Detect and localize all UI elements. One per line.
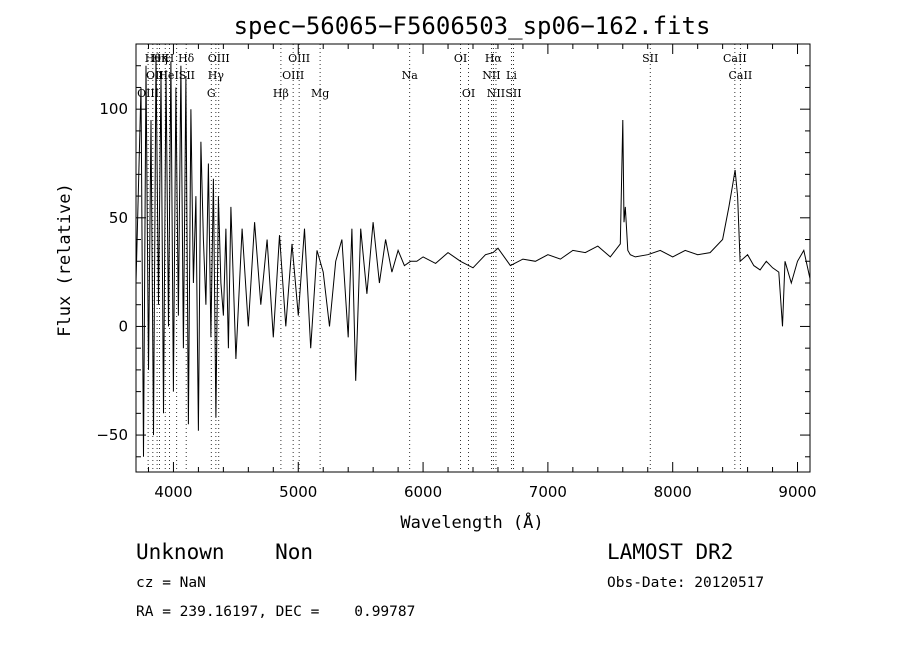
spectral-line-label: Hδ	[178, 52, 195, 65]
spectral-line-label: Na	[402, 69, 419, 82]
y-tick-label: −50	[96, 426, 128, 444]
spectral-line-label: OIII	[208, 52, 230, 65]
y-tick-label: 100	[99, 100, 128, 118]
spectral-line-label: Hβ	[273, 87, 289, 100]
x-tick-label: 4000	[154, 483, 192, 501]
y-axis-label: Flux (relative)	[55, 183, 75, 337]
axis-ticks	[136, 43, 810, 472]
spectral-line-label: Mg	[311, 87, 329, 100]
spectral-line-label: OIII	[288, 52, 310, 65]
x-tick-labels: 4000 5000 6000 7000 8000 9000	[154, 483, 816, 501]
spectral-line-label: K	[161, 52, 170, 65]
spectrum-line	[135, 54, 811, 457]
spectral-line-labels: OIIIHθOIIIHηKHHeISIIHδGHγOIIIHβOIIIOIIIM…	[137, 52, 752, 100]
obs-date-text: Obs-Date: 20120517	[607, 575, 765, 591]
cz-text: cz = NaN	[136, 575, 206, 591]
x-tick-label: 7000	[529, 483, 567, 501]
spectral-line-markers	[147, 44, 741, 472]
y-tick-label: 0	[118, 317, 128, 335]
spectral-line-label: Hθ	[145, 52, 162, 65]
spectral-line-label: NII	[482, 69, 500, 82]
y-tick-label: 50	[109, 209, 128, 227]
x-tick-label: 5000	[279, 483, 317, 501]
chart-title: spec−56065−F5606503_sp06−162.fits	[234, 12, 711, 40]
spectral-line-label: HeISII	[158, 69, 195, 82]
spectral-line-label: SII	[642, 52, 658, 65]
spectral-line-label: OIII	[137, 87, 159, 100]
spectral-line-label: CaII	[729, 69, 753, 82]
spectral-line-label: Hα	[485, 52, 503, 65]
class-text: Unknown Non	[136, 540, 314, 564]
spectral-line-label: OIII	[146, 69, 168, 82]
spectral-line-label: SII	[505, 87, 521, 100]
spectral-line-label: Li	[506, 69, 517, 82]
spectral-line-label: OI	[462, 87, 475, 100]
x-tick-label: 9000	[778, 483, 816, 501]
x-tick-label: 6000	[404, 483, 442, 501]
survey-text: LAMOST DR2	[607, 540, 734, 564]
spectral-line-label: Hγ	[208, 69, 225, 82]
spectral-line-label: OI	[454, 52, 467, 65]
spectral-line-label: NII	[487, 87, 505, 100]
spectral-line-label: CaII	[723, 52, 747, 65]
radec-text: RA = 239.16197, DEC = 0.99787	[136, 604, 416, 620]
plot-frame	[135, 43, 811, 473]
y-tick-labels: −50 0 50 100	[96, 100, 128, 444]
spectral-line-label: H	[165, 52, 175, 65]
spectral-line-label: G	[207, 87, 216, 100]
x-axis-label: Wavelength (Å)	[400, 511, 543, 533]
x-tick-label: 8000	[654, 483, 692, 501]
spectral-line-label: OIII	[282, 69, 304, 82]
